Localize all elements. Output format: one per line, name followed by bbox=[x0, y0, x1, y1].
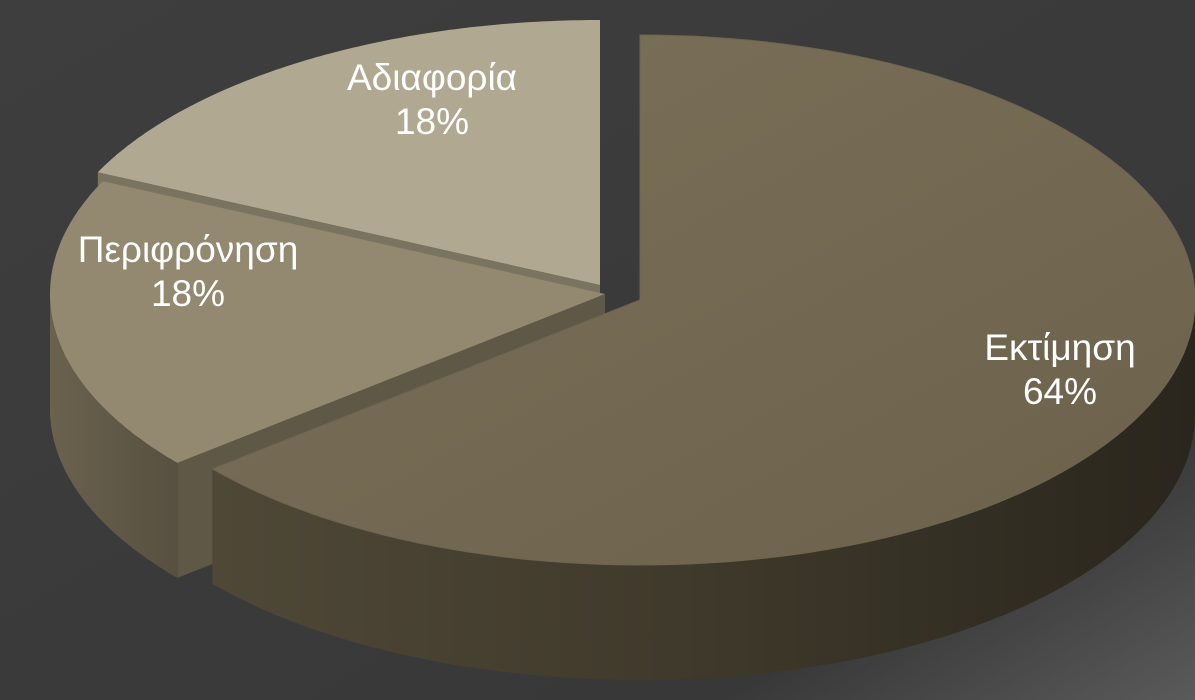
pie-tops bbox=[50, 20, 1195, 566]
pie-slice-adiaforia bbox=[97, 20, 601, 285]
pie-side-ektimisi bbox=[212, 300, 1195, 680]
slice-name-label: Περιφρόνηση bbox=[78, 229, 299, 270]
pie-side-perifronisi bbox=[50, 294, 178, 578]
slice-percent-label: 18% bbox=[151, 273, 225, 314]
slice-percent-label: 64% bbox=[1023, 371, 1097, 412]
slice-percent-label: 18% bbox=[395, 101, 469, 142]
pie-slice-perifronisi bbox=[50, 181, 605, 463]
slice-name-label: Εκτίμηση bbox=[984, 327, 1135, 368]
pie-slice-ektimisi bbox=[211, 34, 1195, 566]
slice-name-label: Αδιαφορία bbox=[347, 57, 517, 98]
